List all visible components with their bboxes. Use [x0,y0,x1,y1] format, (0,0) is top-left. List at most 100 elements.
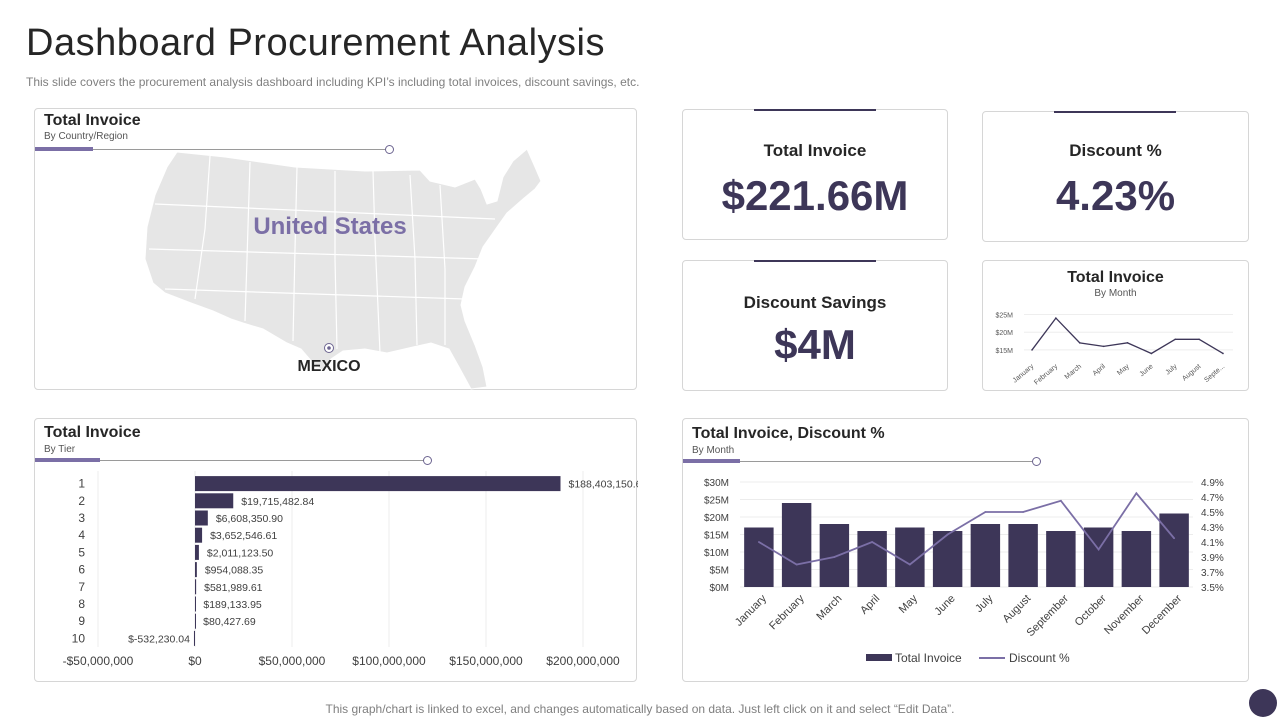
tier-x-tick-label: -$50,000,000 [63,654,134,668]
monthly-small-card[interactable]: Total Invoice By Month $15M $20M $25M Janua… [982,260,1249,391]
map-card-title: Total Invoice [44,112,141,129]
combo-y2-tick-label: 4.3% [1201,523,1224,534]
kpi-total-invoice-card[interactable]: Total Invoice $221.66M [682,109,948,240]
small-y-tick-label: $15M [995,348,1013,355]
map-slider-knob[interactable] [385,145,394,154]
kpi-discount-savings-card[interactable]: Discount Savings $4M [682,260,948,391]
kpi-total-invoice-value: $221.66M [721,172,909,219]
combo-x-tick-label: March [814,593,844,623]
tier-bar [195,579,197,595]
small-series-point [1126,342,1129,344]
tier-x-tick-label: $0 [188,654,202,668]
combo-bar [1159,513,1189,587]
combo-y2-tick-label: 4.7% [1201,493,1224,504]
combo-discount-point [908,563,911,566]
combo-y2-tick-label: 3.9% [1201,553,1224,564]
tier-bar [193,630,195,646]
tier-value-label: $189,133.95 [203,599,262,611]
combo-x-tick-label: June [932,593,957,618]
combo-bar [781,503,812,587]
small-x-tick-label: February [1033,363,1059,387]
combo-discount-point [795,563,798,566]
map-card[interactable]: Total Invoice By Country/Region United S… [34,108,637,390]
combo-card-title: Total Invoice, Discount % [692,425,885,442]
us-map-shape[interactable]: United States MEXICO [35,109,638,391]
tier-slider-fill [35,458,100,462]
us-state-borders [148,155,496,354]
tier-bar [195,596,196,612]
small-series-point [1222,352,1224,355]
mexico-marker-dot [327,346,331,350]
combo-x-tick-label: August [1001,593,1034,626]
page-title: Dashboard Procurement Analysis [26,22,605,64]
map-slider-track[interactable] [35,149,387,150]
small-series-point [1150,352,1153,355]
kpi-discount-savings-label: Discount Savings [743,293,887,312]
tier-card-title: Total Invoice [44,424,141,441]
tier-x-tick-label: $100,000,000 [352,654,426,668]
combo-x-tick-label: February [767,592,807,632]
tier-category-label: 1 [78,477,85,491]
small-series-point [1198,338,1200,341]
combo-bar [819,524,850,587]
kpi-discount-pct-accent [1054,111,1176,113]
combo-y2-tick-label: 3.7% [1201,568,1224,579]
tier-card-subtitle: By Tier [44,444,76,455]
tier-category-label: 9 [78,614,85,628]
combo-slider-fill [683,459,740,463]
tier-bar [195,493,234,509]
tier-bar [195,562,197,578]
kpi-discount-savings-value: $4M [774,321,856,368]
combo-discount-point [1097,548,1100,551]
page-subtitle: This slide covers the procurement analys… [26,75,640,89]
combo-discount-point [1173,537,1176,540]
combo-x-tick-label: May [897,592,921,616]
combo-y-tick-label: $10M [704,548,729,559]
kpi-discount-pct-card[interactable]: Discount % 4.23% [982,111,1249,242]
combo-bar [970,524,1001,587]
tier-card[interactable]: Total Invoice By Tier -$50,000,000 $0 $50,… [34,418,638,683]
tier-value-label: $188,403,150.61 [569,479,638,491]
tier-category-label: 2 [78,494,85,508]
combo-discount-point [833,556,836,558]
tier-category-label: 3 [78,511,85,525]
tier-category-label: 10 [72,631,86,645]
combo-y2-tick-label: 4.5% [1201,508,1224,519]
combo-y-tick-label: $20M [704,513,729,524]
combo-bar [1121,531,1152,587]
tier-value-label: $80,427.69 [203,616,256,628]
combo-slider-knob[interactable] [1032,457,1041,466]
map-label-us: United States [253,213,406,240]
combo-slider-track[interactable] [683,461,1033,462]
small-x-tick-label: April [1092,363,1108,378]
combo-x-tick-label: December [1140,592,1185,637]
us-map-outline [144,148,542,390]
tier-category-label: 4 [78,528,85,542]
combo-x-tick-label: November [1102,592,1147,637]
tier-bar [195,527,203,543]
small-series-point [1055,317,1057,319]
combo-x-tick-label: July [973,592,996,615]
combo-bar [1008,524,1038,587]
kpi-discount-savings-accent [754,260,876,262]
map-slider-fill [35,147,93,151]
tier-slider-track[interactable] [35,460,425,461]
combo-x-tick-label: April [858,593,882,617]
footer-note: This graph/chart is linked to excel, and… [325,702,955,716]
map-card-subtitle: By Country/Region [44,131,128,142]
tier-bar-chart[interactable]: -$50,000,000 $0 $50,000,000 $100,000,000 $15… [35,419,638,683]
combo-chart[interactable]: $0M $5M $10M $15M $20M $25M $30M 3.5% 3.7% 3.9% 4.… [683,419,1250,683]
combo-card[interactable]: Total Invoice, Discount % By Month $0M $5… [682,418,1249,682]
combo-discount-point [871,541,874,543]
combo-y-tick-label: $15M [704,531,729,542]
small-x-tick-label: Septe... [1203,363,1226,384]
kpi-total-invoice-accent [754,109,876,111]
combo-discount-line [758,491,1175,566]
small-series-point [1102,345,1105,348]
tier-slider-knob[interactable] [423,456,432,465]
combo-y-tick-label: $30M [704,478,729,489]
combo-y2-tick-label: 4.1% [1201,538,1224,549]
tier-value-label: $581,989.61 [204,582,263,594]
small-x-tick-label: August [1181,363,1202,382]
